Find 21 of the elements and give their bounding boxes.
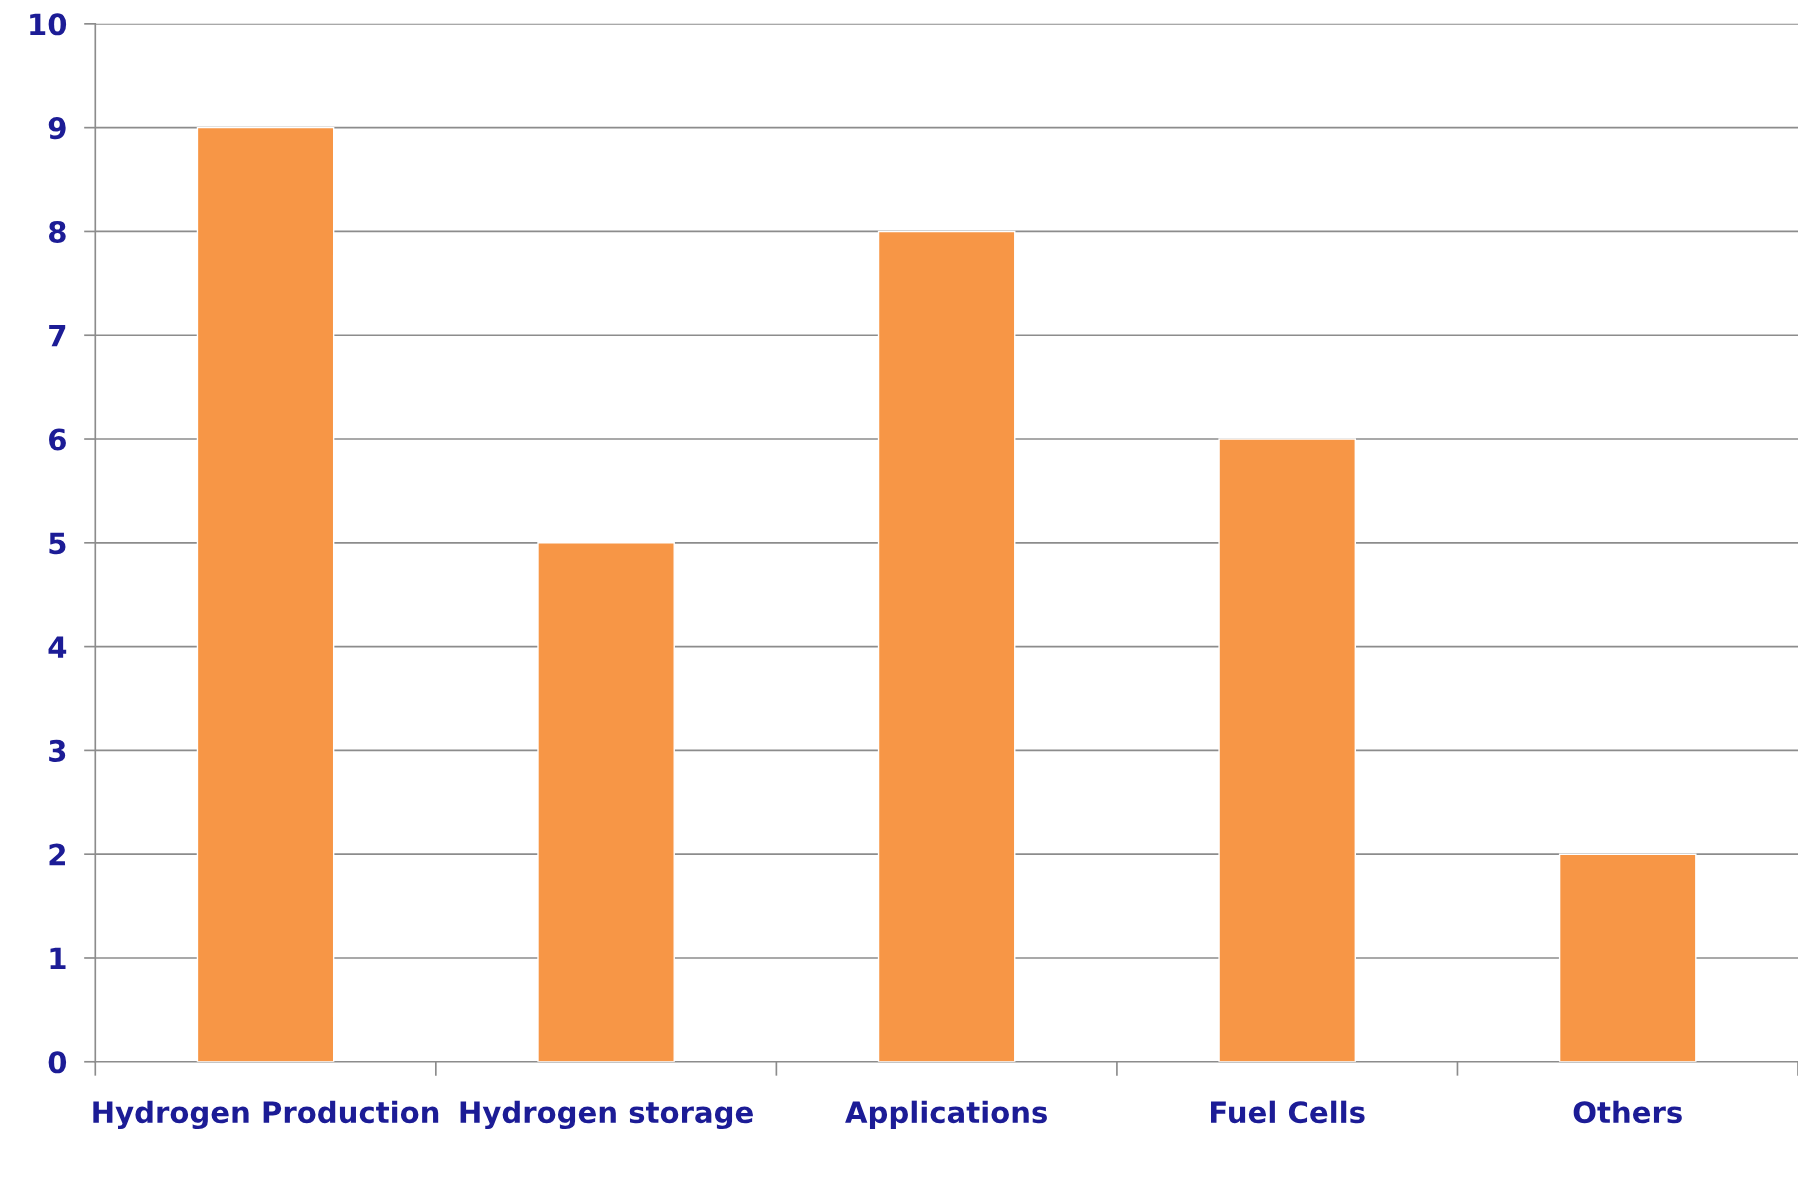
bar [877,230,1016,1062]
y-tick-label: 9 [48,117,66,140]
x-tick-label: Applications [845,1100,1047,1129]
y-tick-label: 10 [30,13,67,36]
x-tick-label: Fuel Cells [1211,1100,1365,1124]
bar [196,126,335,1062]
y-tick-label: 1 [50,947,66,970]
y-tick-label: 2 [49,843,65,866]
x-tick-label: Hydrogen storage [460,1100,753,1130]
y-tick-label: 4 [48,636,67,658]
x-tick-label: Hydrogen Production [93,1100,439,1130]
bar [1558,853,1697,1062]
bar [537,542,675,1062]
x-tick-label: Others [1573,1100,1682,1124]
y-tick-label: 5 [49,532,66,555]
bar [1218,438,1356,1062]
y-tick-label: 7 [49,325,66,347]
y-tick-label: 3 [49,739,66,762]
y-tick-label: 6 [49,428,66,451]
y-tick-label: 0 [48,1051,67,1074]
y-tick-label: 8 [49,220,66,243]
